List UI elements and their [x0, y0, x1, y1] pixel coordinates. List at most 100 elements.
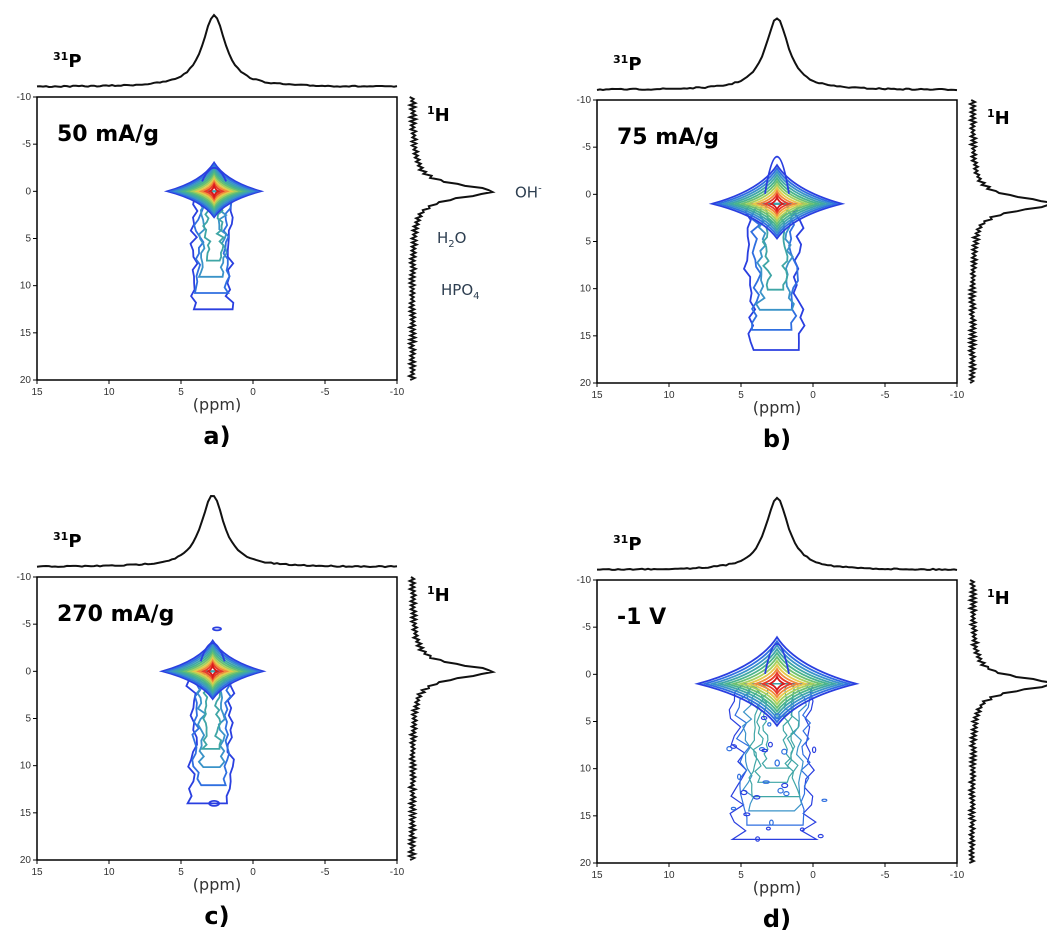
contour-level [750, 185, 804, 220]
contour-level [206, 662, 220, 679]
contour-level [714, 166, 840, 238]
projection-1h [966, 99, 1047, 384]
contour-level [762, 192, 792, 215]
contour-group [694, 635, 860, 842]
panel-label: c) [204, 902, 229, 930]
nucleus-symbol: P [68, 531, 81, 552]
contour-tail [202, 190, 226, 262]
nucleus-label-1h: 1H [427, 104, 450, 126]
contour-group [158, 626, 267, 807]
contour-level [744, 182, 810, 223]
x-tick-label: -5 [321, 387, 330, 398]
x-tick-label: 10 [103, 387, 115, 398]
contour-level [732, 176, 822, 229]
x-tick-label: 0 [250, 867, 256, 878]
y-tick-label: 5 [585, 717, 591, 728]
contour-level [177, 648, 249, 692]
contour-level [694, 635, 860, 728]
contour-tail [197, 190, 228, 278]
nucleus-symbol: H [435, 585, 450, 606]
x-tick-label: 10 [663, 390, 675, 401]
condition-label: 75 mA/g [617, 125, 719, 150]
y-tick-label: 0 [585, 669, 591, 680]
y-tick-label: 5 [25, 234, 31, 245]
condition-label: 270 mA/g [57, 602, 174, 627]
nucleus-label-31p: 31P [613, 53, 642, 75]
y-tick-label: 10 [580, 284, 592, 295]
contour-island [774, 713, 781, 720]
x-tick-label: 5 [178, 867, 184, 878]
y-tick-label: -10 [17, 572, 32, 583]
contour-island [761, 748, 769, 753]
x-tick-label: 0 [810, 870, 816, 881]
condition-label: 50 mA/g [57, 122, 159, 147]
contour-level [185, 172, 243, 209]
y-tick-label: 10 [20, 761, 32, 772]
contour-tail [189, 190, 235, 311]
contour-level [730, 655, 824, 710]
contour-tail [728, 683, 819, 840]
contour-level [201, 661, 225, 681]
contour-island [781, 748, 788, 755]
contour-level [708, 163, 846, 241]
contour-tail [734, 683, 813, 826]
contour-spike [201, 166, 227, 182]
x-tick-label: -5 [881, 390, 890, 401]
contour-tail [200, 670, 223, 750]
panel-label: a) [203, 422, 230, 450]
projection-31p [36, 13, 398, 89]
y-tick-label: 20 [20, 855, 32, 866]
contour-level [768, 194, 786, 212]
y-tick-label: -5 [582, 142, 591, 153]
condition-label: -1 V [617, 605, 666, 630]
y-tick-label: 20 [20, 375, 32, 386]
y-tick-label: -10 [577, 95, 592, 106]
contour-level [181, 170, 248, 211]
contour-island [755, 836, 761, 842]
contour-level [720, 169, 834, 235]
nucleus-mass: 31 [613, 53, 628, 66]
nucleus-label-31p: 31P [613, 533, 642, 555]
y-tick-label: 15 [20, 808, 32, 819]
contour-island [769, 819, 774, 826]
annotation-subscript: 4 [473, 291, 479, 302]
contour-tail [761, 202, 789, 291]
y-tick-label: 10 [20, 281, 32, 292]
contour-level [744, 663, 810, 703]
nucleus-mass: 31 [53, 530, 68, 543]
contour-tail [190, 670, 232, 787]
contour-island [753, 795, 761, 800]
y-tick-label: 10 [580, 764, 592, 775]
contour-island [783, 790, 790, 797]
projection-1h [406, 576, 497, 861]
contour-island [730, 806, 737, 811]
contour-level [191, 656, 234, 685]
contour-level [203, 181, 225, 201]
contour-level [158, 638, 267, 701]
x-tick-label: 10 [663, 870, 675, 881]
contour-tail [749, 202, 799, 331]
x-tick-label: 5 [738, 390, 744, 401]
y-tick-label: -10 [577, 575, 592, 586]
contour-spike [764, 156, 790, 194]
contour-tail [193, 190, 233, 294]
x-tick-label: 0 [810, 390, 816, 401]
contour-island [208, 800, 221, 807]
nucleus-symbol: P [628, 54, 641, 75]
x-tick-label: -10 [950, 870, 965, 881]
y-tick-label: 0 [25, 186, 31, 197]
y-tick-label: -5 [582, 622, 591, 633]
y-tick-label: 15 [580, 811, 592, 822]
contour-level [168, 643, 258, 696]
contour-island [212, 626, 222, 632]
y-tick-label: 15 [20, 328, 32, 339]
nucleus-mass: 31 [53, 50, 68, 63]
y-tick-label: 20 [580, 378, 592, 389]
x-tick-label: 5 [178, 387, 184, 398]
y-tick-label: 15 [580, 331, 592, 342]
annotation-text: H [437, 229, 448, 247]
contour-island [743, 812, 751, 817]
peak-annotation: HPO4 [441, 281, 480, 302]
